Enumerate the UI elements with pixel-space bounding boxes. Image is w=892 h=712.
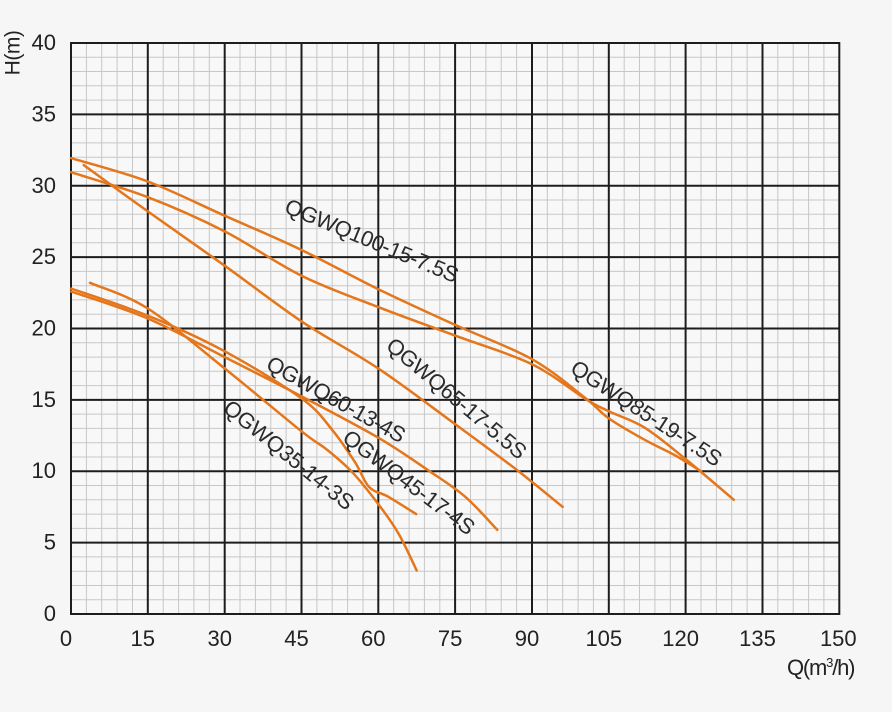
svg-text:90: 90 [515,626,539,651]
svg-text:135: 135 [739,626,776,651]
svg-text:15: 15 [131,626,155,651]
svg-text:5: 5 [44,530,56,555]
svg-text:120: 120 [662,626,699,651]
svg-text:H(m): H(m) [2,31,25,76]
svg-text:30: 30 [207,626,231,651]
svg-text:0: 0 [44,601,56,626]
svg-text:40: 40 [32,30,56,55]
svg-text:45: 45 [284,626,308,651]
svg-text:Q(m3/h): Q(m3/h) [787,655,854,680]
svg-text:10: 10 [32,458,56,483]
svg-text:35: 35 [32,101,56,126]
svg-text:60: 60 [361,626,385,651]
svg-text:20: 20 [32,316,56,341]
svg-text:30: 30 [32,173,56,198]
svg-text:150: 150 [820,626,857,651]
svg-text:25: 25 [32,244,56,269]
svg-text:105: 105 [585,626,622,651]
svg-text:75: 75 [438,626,462,651]
svg-text:0: 0 [60,626,72,651]
svg-text:15: 15 [32,387,56,412]
